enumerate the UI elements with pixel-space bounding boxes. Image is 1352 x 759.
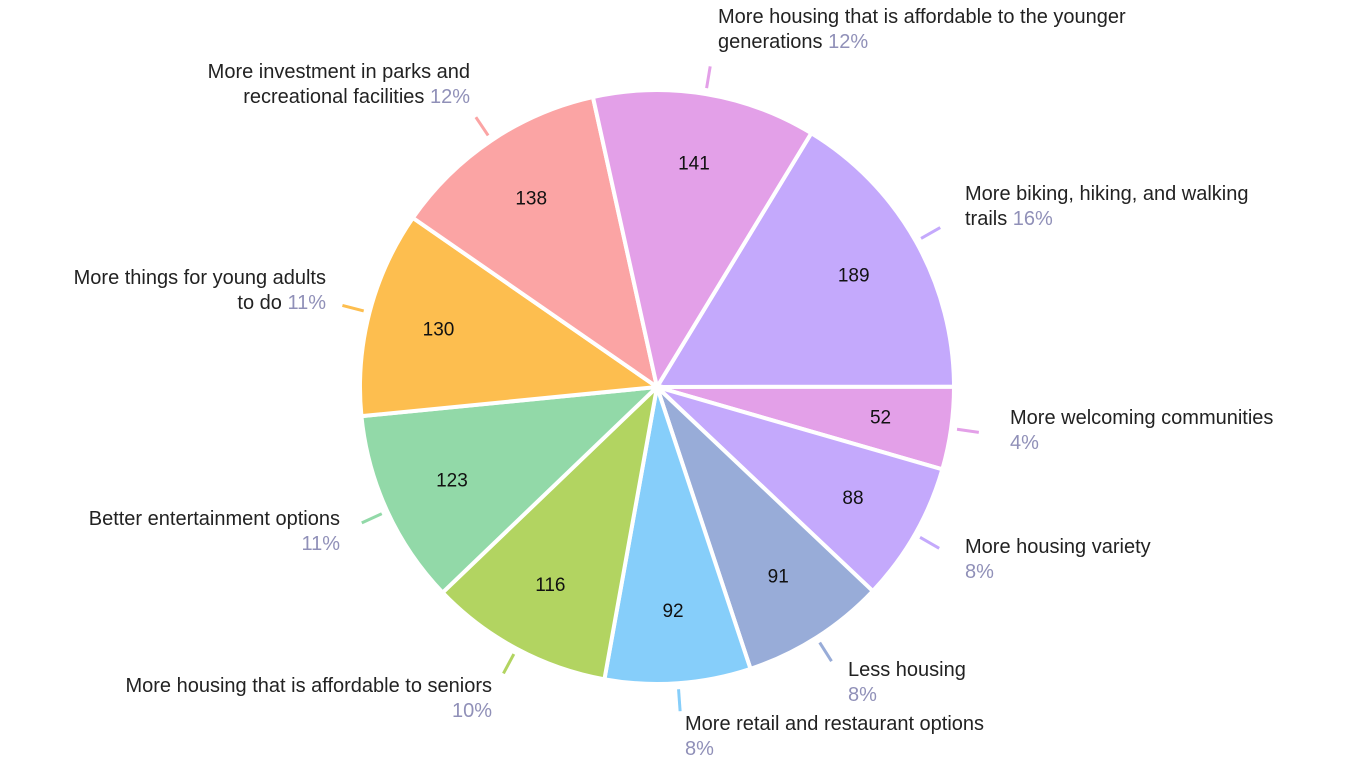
percent-label: 11% (301, 533, 340, 555)
slice-label: More housing that is affordable to senio… (12, 674, 492, 724)
pie-slice (602, 386, 754, 686)
leader-line (920, 226, 941, 240)
category-label: More retail and restaurant options (685, 713, 985, 735)
slice-label: More welcoming communities 4% (1010, 406, 1352, 456)
pie-slice (655, 385, 876, 672)
category-label: More things for young adults to do (73, 267, 326, 314)
leader-line (502, 653, 516, 675)
slice-label: More investment in parks and recreationa… (120, 60, 470, 110)
value-label: 123 (436, 470, 468, 491)
value-label: 92 (662, 601, 683, 622)
value-label: 189 (838, 265, 870, 286)
leader-line (705, 66, 712, 89)
slice-label: More things for young adults to do 11% (56, 266, 326, 316)
value-label: 91 (768, 566, 789, 587)
value-label: 116 (535, 575, 565, 596)
category-label: More housing that is affordable to the y… (718, 6, 1126, 53)
category-label: More housing that is affordable to senio… (125, 675, 492, 697)
slice-label: More housing variety 8% (965, 535, 1265, 585)
leader-line (956, 427, 980, 434)
pie-slice (439, 381, 661, 682)
percent-label: 12% (429, 86, 470, 108)
leader-line (677, 689, 682, 712)
slice-label: More retail and restaurant options 8% (685, 712, 1105, 759)
pie-slice (358, 215, 663, 419)
percent-label: 12% (828, 31, 869, 53)
percent-label: 16% (1012, 208, 1053, 230)
percent-label: 8% (848, 684, 877, 706)
value-label: 141 (678, 153, 710, 174)
value-label: 88 (842, 488, 863, 509)
leader-line (818, 641, 833, 662)
pie-slice (653, 130, 957, 390)
pie-slice (359, 384, 663, 596)
value-label: 138 (515, 189, 547, 210)
percent-label: 11% (287, 292, 326, 314)
leader-line (919, 536, 940, 550)
value-label: 130 (423, 319, 455, 340)
percent-label: 8% (685, 738, 714, 759)
percent-label: 10% (451, 700, 492, 722)
slice-label: More biking, hiking, and walking trails … (965, 182, 1265, 232)
percent-label: 8% (965, 561, 994, 583)
percent-label: 4% (1010, 432, 1039, 454)
category-label: More biking, hiking, and walking trails (965, 183, 1249, 230)
slice-label: Better entertainment options 11% (0, 507, 340, 557)
category-label: Less housing (848, 659, 966, 681)
pie-slice (590, 88, 815, 393)
slice-label: More housing that is affordable to the y… (718, 5, 1158, 55)
category-label: More housing variety (965, 536, 1151, 558)
slice-label: Less housing 8% (848, 658, 1048, 708)
category-label: Better entertainment options (88, 508, 340, 530)
pie-slice (655, 385, 945, 594)
category-label: More investment in parks and recreationa… (207, 61, 470, 108)
leader-line (361, 512, 383, 525)
value-label: 52 (870, 408, 891, 429)
leader-line (474, 116, 490, 137)
pie-slice (410, 94, 661, 392)
leader-line (342, 303, 365, 313)
category-label: More welcoming communities (1010, 407, 1274, 429)
